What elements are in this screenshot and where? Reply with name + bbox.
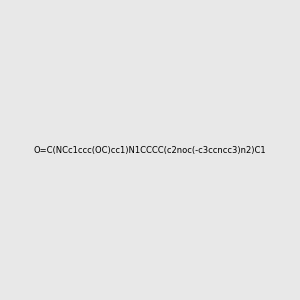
Text: O=C(NCc1ccc(OC)cc1)N1CCCC(c2noc(-c3ccncc3)n2)C1: O=C(NCc1ccc(OC)cc1)N1CCCC(c2noc(-c3ccncc… <box>34 146 266 154</box>
